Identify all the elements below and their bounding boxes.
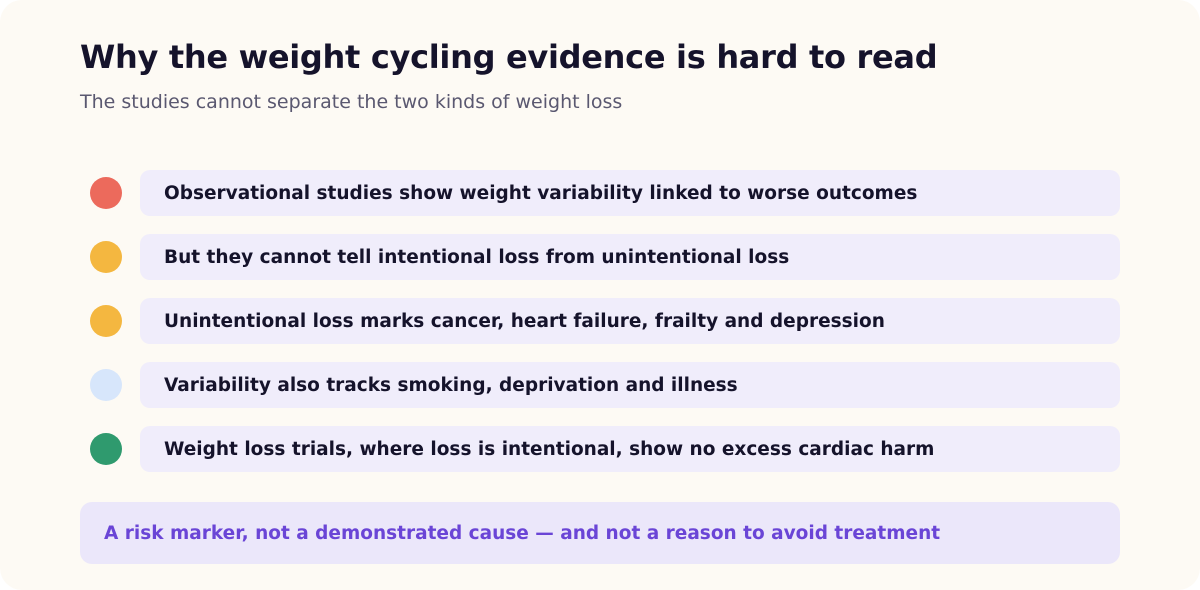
evidence-pill: Unintentional loss marks cancer, heart f… (140, 298, 1120, 344)
status-dot-icon (90, 241, 122, 273)
evidence-text: Weight loss trials, where loss is intent… (164, 438, 935, 460)
evidence-pill: Variability also tracks smoking, depriva… (140, 362, 1120, 408)
evidence-text: But they cannot tell intentional loss fr… (164, 246, 790, 268)
evidence-item-confounders: Variability also tracks smoking, depriva… (0, 362, 1200, 408)
evidence-item-unintentional: Unintentional loss marks cancer, heart f… (0, 298, 1200, 344)
evidence-text: Variability also tracks smoking, depriva… (164, 374, 738, 396)
diagram-title: Why the weight cycling evidence is hard … (80, 38, 938, 76)
evidence-text: Observational studies show weight variab… (164, 182, 918, 204)
status-dot-icon (90, 305, 122, 337)
conclusion-callout: A risk marker, not a demonstrated cause … (80, 502, 1120, 564)
evidence-item-observational: Observational studies show weight variab… (0, 170, 1200, 216)
status-dot-icon (90, 433, 122, 465)
diagram-subtitle: The studies cannot separate the two kind… (80, 91, 623, 113)
evidence-pill: Weight loss trials, where loss is intent… (140, 426, 1120, 472)
status-dot-icon (90, 369, 122, 401)
evidence-item-cannot-tell: But they cannot tell intentional loss fr… (0, 234, 1200, 280)
evidence-text: Unintentional loss marks cancer, heart f… (164, 310, 885, 332)
evidence-item-trials: Weight loss trials, where loss is intent… (0, 426, 1200, 472)
conclusion-text: A risk marker, not a demonstrated cause … (104, 522, 941, 544)
evidence-pill: But they cannot tell intentional loss fr… (140, 234, 1120, 280)
status-dot-icon (90, 177, 122, 209)
evidence-pill: Observational studies show weight variab… (140, 170, 1120, 216)
